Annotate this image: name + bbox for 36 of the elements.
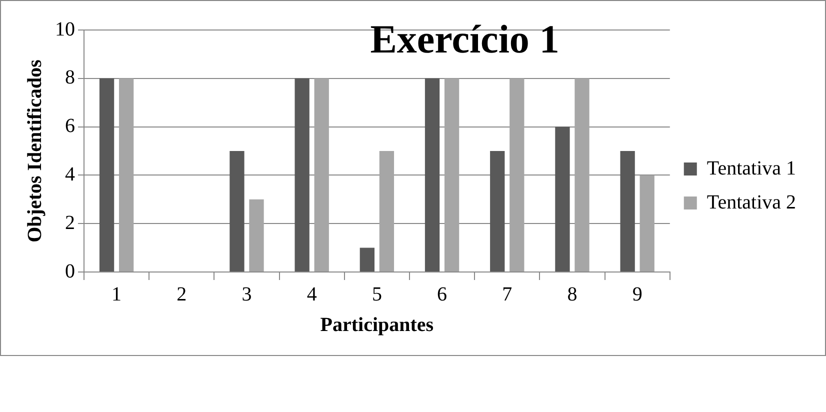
bar: [620, 151, 635, 272]
x-tick-label: 4: [306, 283, 317, 306]
x-tick-label: 5: [372, 283, 382, 306]
x-tick-label: 9: [632, 283, 642, 306]
bar: [230, 151, 244, 272]
x-tick-label: 6: [437, 283, 448, 306]
bar: [294, 78, 310, 272]
y-tick-label: 0: [65, 260, 75, 282]
bar: [510, 78, 524, 272]
y-tick-label: 10: [55, 18, 75, 40]
y-axis-title: Objetos Identificados: [24, 59, 46, 242]
y-tick-label: 6: [65, 115, 75, 138]
x-tick-label: 7: [502, 283, 512, 306]
chart-title: Exercício 1: [370, 16, 560, 62]
bar: [490, 151, 505, 272]
x-tick-label: 8: [567, 283, 578, 306]
bar: [379, 151, 394, 272]
bar: [574, 78, 590, 272]
y-tick-label: 8: [65, 66, 75, 89]
bar: [118, 78, 134, 272]
bar: [99, 78, 114, 272]
bar: [640, 175, 654, 272]
bar: [555, 126, 570, 272]
legend-label: Tentativa 2: [706, 191, 796, 214]
x-tick-label: 3: [242, 283, 252, 306]
x-tick-label: 2: [176, 283, 187, 306]
bar: [249, 199, 264, 272]
x-axis-title: Participantes: [320, 314, 434, 336]
bar: [424, 78, 440, 272]
x-tick-label: 1: [112, 283, 122, 306]
bar: [360, 248, 374, 272]
y-tick-label: 4: [65, 163, 75, 186]
bar: [444, 78, 460, 272]
bar: [314, 78, 329, 272]
y-tick-label: 2: [65, 212, 75, 234]
legend-label: Tentativa 1: [706, 157, 796, 180]
